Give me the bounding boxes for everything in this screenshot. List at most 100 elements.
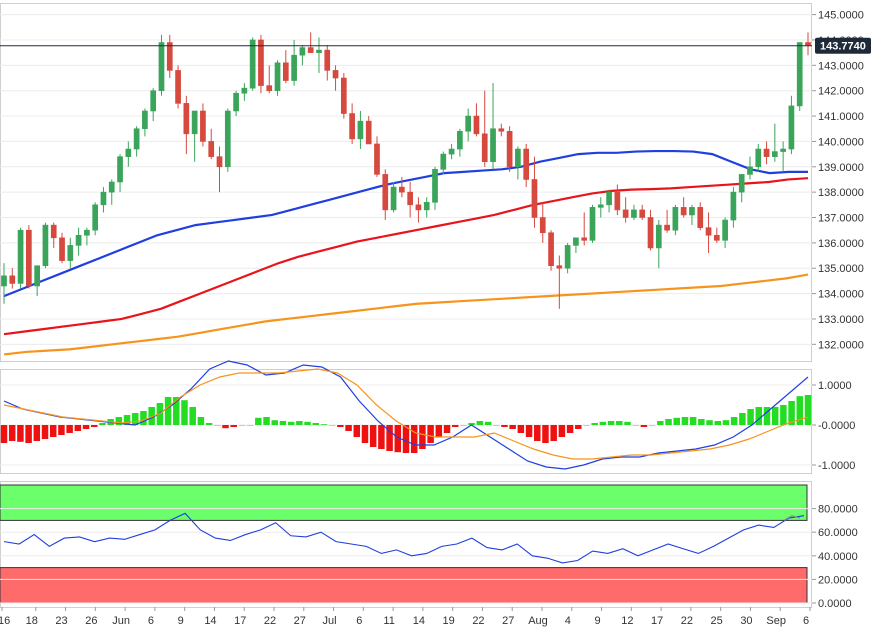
macd-hist-bar <box>222 425 229 429</box>
candle-body <box>490 128 496 163</box>
candle-body <box>506 130 513 168</box>
candle-body <box>805 42 811 46</box>
macd-hist-bar <box>378 425 385 449</box>
macd-hist-bar <box>657 421 664 425</box>
candle-body <box>208 141 215 157</box>
rsi-panel: 80.0000 60.0000 40.0000 20.0000 0.0000 <box>0 481 858 610</box>
candle-body <box>233 92 239 112</box>
candle-body <box>738 174 745 193</box>
candle-body <box>390 186 397 211</box>
macd-hist-bar <box>132 413 139 425</box>
x-tick-label: 25 <box>711 615 723 627</box>
x-tick-label: 6 <box>803 615 809 627</box>
macd-hist-bar <box>501 425 508 427</box>
y-tick-label: 134.0000 <box>818 289 864 301</box>
y-tick-label: 136.0000 <box>818 238 864 250</box>
macd-hist-bar <box>673 417 680 425</box>
candle-body <box>382 174 389 211</box>
candle-body <box>108 181 115 193</box>
macd-hist-bar <box>419 425 426 449</box>
macd-hist-bar <box>287 421 295 425</box>
macd-hist-bar <box>205 423 213 425</box>
candle-body <box>664 224 670 231</box>
macd-hist-bar <box>443 425 451 433</box>
candle-body <box>34 265 40 287</box>
candle-body <box>655 224 662 249</box>
candle-body <box>249 39 256 89</box>
candle-body <box>241 87 248 94</box>
macd-hist-bar <box>780 405 787 425</box>
macd-hist-bar <box>468 423 475 425</box>
macd-hist-bar <box>747 409 754 425</box>
rsi-line <box>3 512 805 564</box>
macd-hist-bar <box>739 413 746 425</box>
sma-100-line <box>3 177 809 336</box>
candle-body <box>307 47 314 53</box>
y-tick-label: 20.0000 <box>818 574 858 586</box>
candle-body <box>689 207 695 216</box>
macd-hist-bar <box>591 423 598 425</box>
candle-body <box>224 110 231 168</box>
candle-body <box>42 224 49 266</box>
macd-hist-bar <box>698 419 705 425</box>
macd-hist-bar <box>607 421 615 425</box>
x-tick-label: 9 <box>178 615 184 627</box>
macd-hist-bar <box>460 425 467 426</box>
candle-body <box>423 201 430 211</box>
candle-body <box>631 209 637 218</box>
macd-panel: 1.0000 -0.0000 -1.0000 <box>0 360 855 474</box>
macd-hist-bar <box>624 421 631 425</box>
price-frame <box>0 3 812 362</box>
candle-body <box>316 49 322 53</box>
macd-hist-bar <box>616 421 623 425</box>
candle-body <box>539 217 546 234</box>
macd-hist-bar <box>427 425 434 443</box>
candle-body <box>548 232 554 266</box>
macd-hist-bar <box>312 423 320 425</box>
candle-body <box>680 207 687 216</box>
candle-body <box>589 207 596 241</box>
candle-body <box>100 191 107 206</box>
macd-hist-bar <box>74 425 82 431</box>
candle-body <box>50 224 57 239</box>
candle-body <box>9 275 16 284</box>
macd-hist-bar <box>353 425 361 437</box>
macd-hist-bar <box>181 400 188 425</box>
macd-hist-bar <box>410 425 418 453</box>
candle-body <box>26 229 32 287</box>
sma-50-line <box>3 149 808 298</box>
candle-body <box>117 156 123 183</box>
macd-hist-bar <box>320 424 328 425</box>
candle-body <box>440 153 447 170</box>
macd-hist-bar <box>714 421 722 425</box>
candle-body <box>1 275 7 287</box>
x-tick-label: 9 <box>594 615 600 627</box>
macd-hist-bar <box>722 420 730 425</box>
candle-body <box>415 204 422 211</box>
macd-hist-bar <box>361 425 369 443</box>
x-tick-label: 26 <box>85 615 97 627</box>
macd-line <box>3 360 809 470</box>
candle-body <box>573 237 579 246</box>
macd-hist-bar <box>17 425 24 442</box>
macd-hist-bar <box>304 421 311 425</box>
candle-body <box>357 120 364 140</box>
candle-body <box>274 62 281 91</box>
macd-hist-bar <box>451 425 459 427</box>
y-tick-label: 141.0000 <box>818 111 864 123</box>
x-tick-label: 12 <box>621 615 633 627</box>
candle-body <box>150 90 157 112</box>
macd-hist-bar <box>640 425 648 427</box>
candle-body <box>705 227 712 236</box>
macd-hist-bar <box>632 425 639 426</box>
y-tick-label: 139.0000 <box>818 162 864 174</box>
y-tick-label: 60.0000 <box>818 527 858 539</box>
candle-body <box>473 115 480 135</box>
candle-body <box>399 186 405 193</box>
candle-body <box>258 39 264 86</box>
candle-body <box>647 217 654 249</box>
macd-hist-bar <box>66 425 73 433</box>
macd-hist-bar <box>509 425 516 429</box>
candle-body <box>183 103 190 135</box>
